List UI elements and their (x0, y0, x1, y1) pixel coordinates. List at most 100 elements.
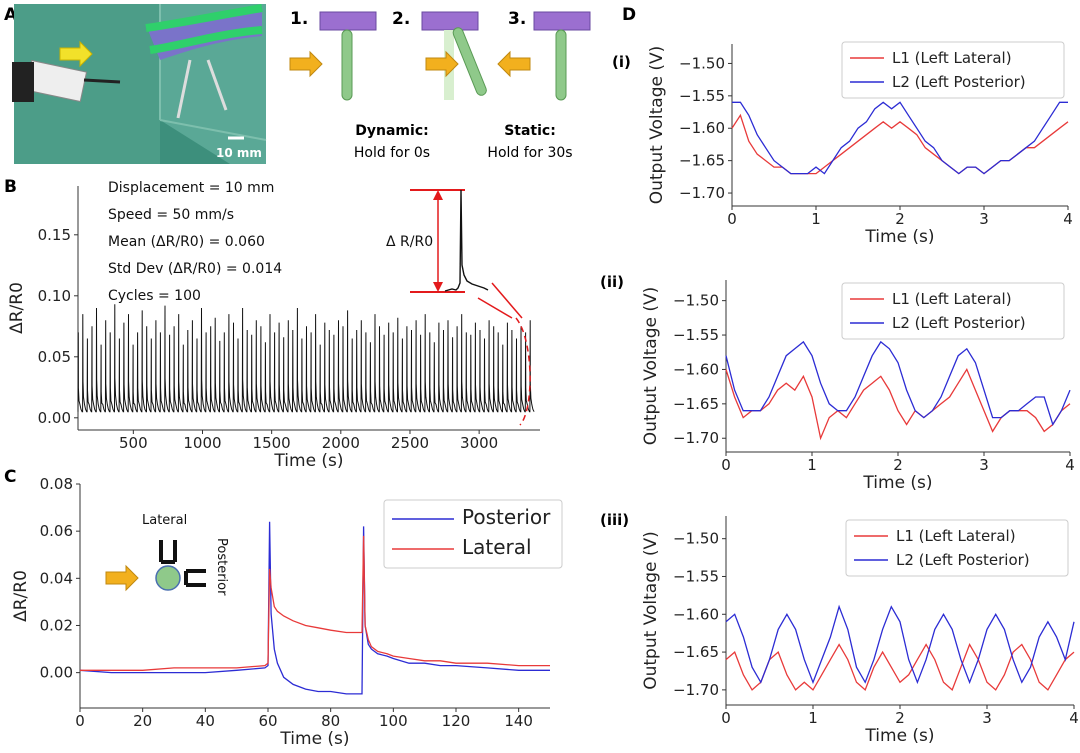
x-tick-label: 4 (1065, 456, 1075, 474)
stat-line-std: Std Dev (ΔR/R0) = 0.014 (108, 261, 282, 277)
legend-box (841, 282, 1065, 340)
y-tick-label: 0.00 (38, 409, 71, 427)
legend-entry: L1 (Left Lateral) (892, 290, 1012, 308)
series-line (725, 642, 1075, 692)
y-tick-label: −1.65 (679, 152, 725, 170)
y-tick-label: 0.06 (40, 522, 73, 540)
chart-c: 0 20 40 60 80 100 120 140 0.00 0.02 0.04 0.06 0.08 Ti… (11, 475, 563, 749)
x-axis-title: Time (s) (864, 726, 934, 746)
legend-entry: Lateral (462, 535, 532, 559)
y-axis-title: Output Voltage (V) (641, 287, 661, 446)
x-tick-label: 3 (979, 456, 989, 474)
x-tick-label: 4 (1063, 210, 1073, 228)
panel-label-d: D (622, 5, 636, 25)
series-line (80, 535, 550, 671)
chart-c-sensor-inset (105, 540, 206, 592)
chart-b-inset (410, 189, 531, 426)
x-tick-label: 120 (442, 712, 471, 730)
y-tick-label: 0.00 (40, 664, 73, 682)
panel-label-c: C (4, 467, 16, 487)
x-tick-label: 2 (893, 456, 903, 474)
dynamic-subtitle: Hold for 0s (354, 145, 430, 161)
x-tick-label: 2 (895, 709, 905, 727)
x-tick-label: 20 (133, 712, 152, 730)
y-tick-label: 0.08 (40, 475, 73, 493)
stats-annotation: Displacement = 10 mm Speed = 50 mm/s Mea… (108, 180, 282, 304)
step-2-label: 2. (392, 9, 410, 29)
x-tick-label: 3 (979, 210, 989, 228)
step-3-label: 3. (508, 9, 526, 29)
dynamic-title: Dynamic: (355, 123, 428, 139)
series-line (725, 367, 1071, 441)
x-tick-label: 0 (75, 712, 85, 730)
series-line (732, 101, 1068, 175)
x-tick-label: 1500 (253, 434, 291, 452)
series-line (77, 304, 535, 413)
legend-entry: L2 (Left Posterior) (892, 314, 1026, 332)
x-tick-label: 60 (258, 712, 277, 730)
inset-lateral-label: Lateral (142, 513, 187, 528)
x-axis-title: Time (s) (279, 729, 349, 749)
subpanel-label-iii: (iii) (600, 511, 629, 529)
stat-line-displacement: Displacement = 10 mm (108, 180, 274, 196)
photo-tank (12, 4, 267, 164)
series-line (725, 604, 1075, 685)
y-axis-title: ΔR/R0 (7, 282, 27, 334)
static-title: Static: (504, 123, 556, 139)
legend-box (383, 499, 563, 569)
x-tick-label: 0 (721, 709, 731, 727)
series-line (725, 340, 1071, 427)
y-tick-label: −1.55 (673, 567, 719, 585)
y-tick-label: −1.50 (673, 292, 719, 310)
x-tick-label: 140 (504, 712, 533, 730)
series-line (79, 521, 550, 695)
y-tick-label: −1.55 (679, 87, 725, 105)
y-tick-label: −1.55 (673, 326, 719, 344)
x-tick-label: 0 (721, 456, 731, 474)
x-tick-label: 4 (1069, 709, 1079, 727)
inset-delta-label: Δ R/R0 (386, 234, 433, 250)
panel-label-b: B (4, 177, 17, 197)
y-tick-label: −1.60 (673, 360, 719, 378)
legend-box (845, 519, 1069, 577)
y-tick-label: −1.65 (673, 395, 719, 413)
inset-posterior-label: Posterior (214, 538, 229, 596)
x-tick-label: 3000 (460, 434, 498, 452)
y-tick-label: −1.60 (679, 119, 725, 137)
y-tick-label: 0.02 (40, 616, 73, 634)
y-tick-label: 0.05 (38, 348, 71, 366)
subpanel-label-i: (i) (612, 53, 631, 71)
step-1-label: 1. (290, 9, 308, 29)
step-1-schematic (289, 11, 377, 101)
legend-entry: L1 (Left Lateral) (892, 49, 1012, 67)
stat-line-cycles: Cycles = 100 (108, 288, 201, 304)
legend-entry: Posterior (462, 505, 551, 529)
x-tick-label: 1 (807, 456, 817, 474)
x-tick-label: 80 (321, 712, 340, 730)
y-tick-label: 0.15 (38, 226, 71, 244)
y-tick-label: −1.70 (673, 681, 719, 699)
x-tick-label: 2500 (391, 434, 429, 452)
legend-box (841, 41, 1065, 99)
x-tick-label: 3 (982, 709, 992, 727)
y-tick-label: −1.50 (679, 54, 725, 72)
stat-line-speed: Speed = 50 mm/s (108, 207, 234, 223)
x-tick-label: 2 (895, 210, 905, 228)
x-tick-label: 1 (811, 210, 821, 228)
x-tick-label: 1 (808, 709, 818, 727)
subpanel-label-ii: (ii) (600, 273, 624, 291)
y-axis-title: ΔR/R0 (11, 570, 31, 622)
legend-entry: L2 (Left Posterior) (892, 73, 1026, 91)
chart-d-ii: 0 1 2 3 4 −1.70 −1.65 −1.60 −1.55 −1.50 Time (s) Ou… (641, 280, 1075, 493)
x-axis-title: Time (s) (862, 473, 932, 493)
x-tick-label: 2000 (322, 434, 360, 452)
legend-entry: L1 (Left Lateral) (896, 527, 1016, 545)
x-axis-title: Time (s) (864, 227, 934, 247)
step-2-schematic (421, 11, 487, 100)
stat-line-mean: Mean (ΔR/R0) = 0.060 (108, 234, 265, 250)
legend-entry: L2 (Left Posterior) (896, 551, 1030, 569)
step-3-schematic (497, 11, 591, 101)
y-tick-label: −1.60 (673, 605, 719, 623)
y-tick-label: 0.04 (40, 569, 73, 587)
